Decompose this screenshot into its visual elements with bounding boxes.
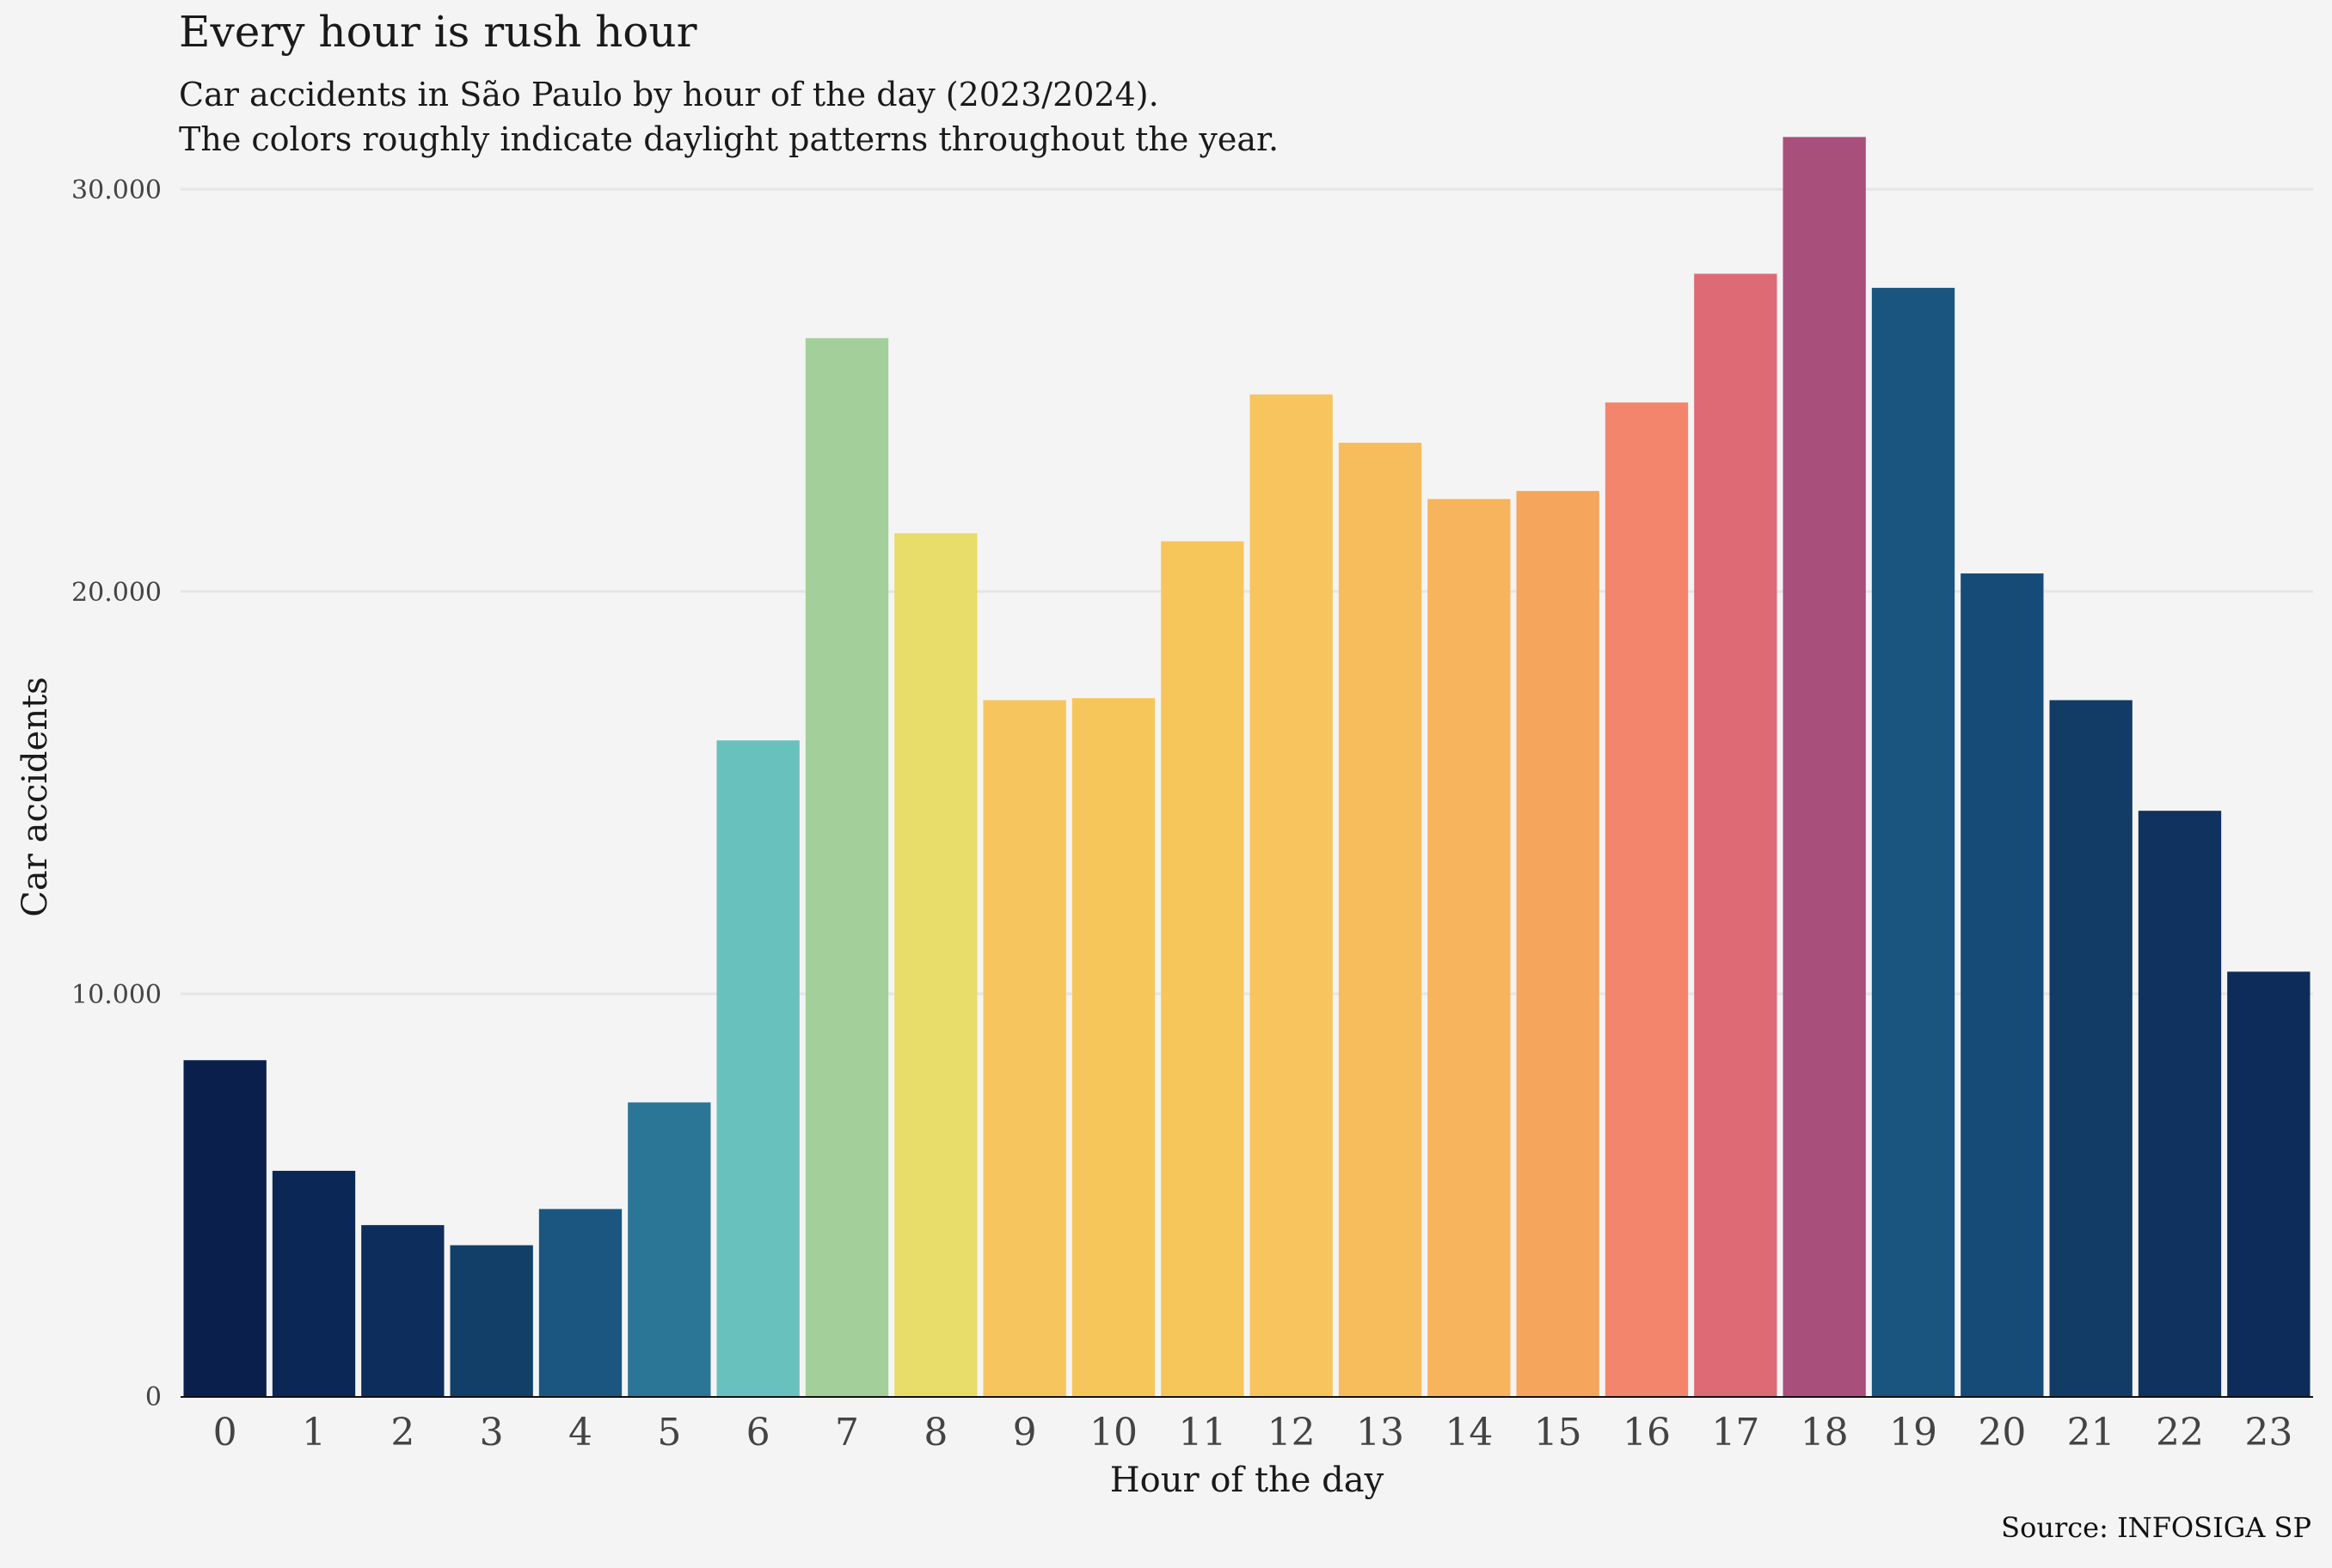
bar-hour-9 (983, 700, 1066, 1396)
x-tick-label: 23 (2244, 1411, 2292, 1455)
bar-hour-22 (2138, 811, 2222, 1396)
x-tick-label: 2 (390, 1411, 414, 1455)
chart-subtitle-line-1: Car accidents in São Paulo by hour of th… (179, 76, 1159, 113)
x-tick-label: 14 (1445, 1411, 1493, 1455)
chart-title: Every hour is rush hour (179, 7, 697, 57)
bar-hour-16 (1605, 402, 1689, 1397)
bar-hour-1 (272, 1170, 356, 1396)
bar-hour-23 (2227, 971, 2311, 1396)
y-tick-label: 30.000 (71, 175, 162, 205)
x-tick-label: 16 (1623, 1411, 1671, 1455)
x-tick-label: 3 (480, 1411, 504, 1455)
bar-hour-2 (361, 1225, 445, 1396)
bar-hour-12 (1249, 394, 1333, 1396)
bar-hour-11 (1161, 541, 1244, 1396)
bar-hour-21 (2049, 700, 2133, 1396)
bar-hour-13 (1338, 442, 1422, 1396)
x-tick-label: 6 (746, 1411, 770, 1455)
x-tick-label: 18 (1801, 1411, 1849, 1455)
x-tick-label: 0 (213, 1411, 237, 1455)
x-tick-label: 12 (1267, 1411, 1316, 1455)
bar-hour-7 (805, 338, 889, 1396)
x-tick-label: 15 (1534, 1411, 1582, 1455)
x-tick-label: 11 (1178, 1411, 1226, 1455)
x-axis-label: Hour of the day (1110, 1461, 1384, 1500)
x-tick-label: 20 (1978, 1411, 2026, 1455)
bar-hour-6 (716, 740, 800, 1396)
x-tick-label: 8 (924, 1411, 948, 1455)
chart-subtitle-line-2: The colors roughly indicate daylight pat… (179, 120, 1280, 158)
x-axis-ticks: 0 1 2 3 4 5 6 7 8 9 10 11 12 13 14 15 16 17 18 19 20 21 22 23 (213, 1411, 2293, 1455)
x-tick-label: 4 (568, 1411, 592, 1455)
y-tick-label: 0 (145, 1382, 162, 1412)
bar-hour-15 (1516, 491, 1599, 1397)
bar-hour-8 (894, 533, 978, 1396)
x-tick-label: 17 (1711, 1411, 1759, 1455)
y-tick-label: 10.000 (71, 980, 162, 1010)
bar-hour-14 (1427, 499, 1511, 1396)
x-tick-label: 5 (657, 1411, 681, 1455)
x-tick-label: 9 (1013, 1411, 1037, 1455)
bar-hour-3 (450, 1245, 533, 1396)
y-axis-ticks: 0 10.000 20.000 30.000 (71, 175, 162, 1412)
bar-hour-20 (1961, 573, 2044, 1396)
x-tick-label: 21 (2067, 1411, 2115, 1455)
bar-hour-17 (1694, 273, 1777, 1396)
source-caption: Source: INFOSIGA SP (2001, 1511, 2311, 1544)
x-tick-label: 19 (1889, 1411, 1937, 1455)
x-tick-label: 22 (2156, 1411, 2204, 1455)
x-tick-label: 13 (1356, 1411, 1404, 1455)
y-tick-label: 20.000 (71, 578, 162, 608)
bar-hour-5 (628, 1102, 711, 1396)
bars (183, 137, 2311, 1397)
x-tick-label: 10 (1089, 1411, 1138, 1455)
bar-hour-0 (183, 1060, 267, 1396)
x-tick-label: 1 (302, 1411, 326, 1455)
y-axis-label: Car accidents (15, 677, 55, 916)
gridlines (181, 187, 2313, 995)
bar-hour-4 (538, 1209, 623, 1396)
bar-hour-10 (1071, 698, 1156, 1396)
bar-hour-18 (1783, 137, 1866, 1396)
x-tick-label: 7 (835, 1411, 859, 1455)
bar-hour-19 (1871, 287, 1955, 1396)
